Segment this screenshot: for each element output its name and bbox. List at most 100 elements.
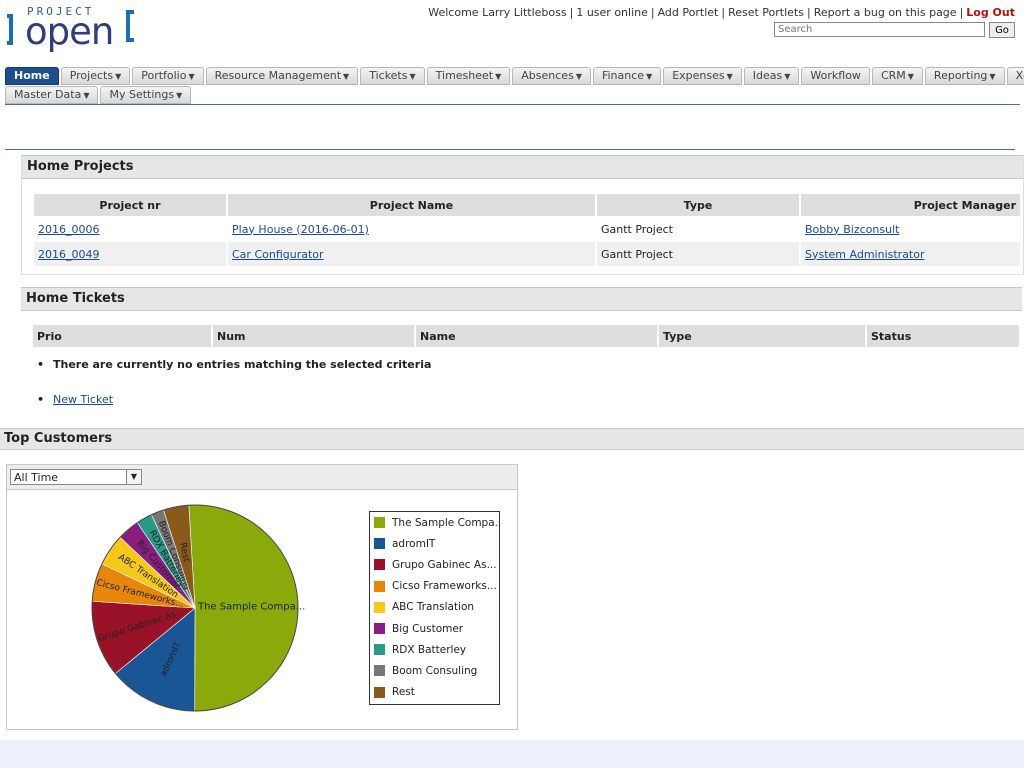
tab-expenses[interactable]: Expenses ▼ — [663, 67, 742, 85]
pie-slice-label: Rest — [177, 542, 191, 564]
project-manager-link[interactable]: Bobby Bizconsult — [805, 222, 900, 236]
pie-slice-label: The Sample Compa... — [197, 601, 305, 612]
legend-item[interactable]: RDX Batterley — [370, 639, 499, 660]
tab-finance[interactable]: Finance ▼ — [592, 67, 662, 85]
legend-swatch — [374, 623, 385, 635]
legend-swatch — [374, 601, 385, 613]
legend-label: The Sample Compa... — [392, 516, 499, 529]
chevron-down-icon: ▼ — [784, 72, 791, 81]
project-manager-link[interactable]: System Administrator — [805, 247, 925, 261]
logo-right-bracket — [126, 10, 134, 42]
tab-timesheet[interactable]: Timesheet ▼ — [426, 67, 511, 85]
search-go-button[interactable]: Go — [989, 22, 1015, 38]
new-ticket-link[interactable]: New Ticket — [53, 393, 114, 406]
reset-portlets-link[interactable]: Reset Portlets — [728, 6, 804, 19]
tab-label: Tickets — [369, 69, 408, 82]
project-nr-link[interactable]: 2016_0006 — [38, 222, 100, 236]
home-projects-table: Project nr Project Name Type Project Man… — [32, 193, 1022, 267]
nav-row-2: Master Data ▼ My Settings ▼ — [5, 86, 1020, 104]
legend-swatch — [374, 559, 385, 571]
legend-swatch — [374, 644, 385, 656]
report-bug-link[interactable]: Report a bug on this page — [813, 6, 957, 19]
users-online-text: 1 user online — [576, 6, 648, 19]
legend-swatch — [374, 538, 385, 550]
tab-home[interactable]: Home — [5, 67, 59, 85]
project-name-link[interactable]: Play House (2016-06-01) — [232, 222, 369, 236]
welcome-text: Welcome Larry Littleboss — [428, 6, 567, 19]
tab-absences[interactable]: Absences ▼ — [512, 67, 591, 85]
logo-small-text: PROJECT — [27, 5, 95, 18]
home-tickets-table: Prio Num Name Type Status — [31, 324, 1021, 348]
tab-reporting[interactable]: Reporting ▼ — [924, 67, 1005, 85]
logo-left-bracket — [7, 14, 13, 45]
chevron-down-icon: ▼ — [343, 72, 350, 81]
legend-item[interactable]: Boom Consuling — [370, 660, 499, 681]
chart-toolbar: All Time ▼ — [7, 465, 517, 490]
legend-swatch — [374, 517, 385, 529]
tab-label: XoWiki — [1015, 69, 1024, 82]
legend-item[interactable]: Rest — [370, 682, 499, 703]
chevron-down-icon: ▼ — [176, 91, 183, 100]
col-prio: Prio — [33, 325, 211, 347]
col-status: Status — [867, 325, 1019, 347]
chart-legend: The Sample Compa... adromIT Grupo Gabinec … — [369, 511, 500, 705]
tab-label: Projects — [69, 69, 114, 82]
tab-crm[interactable]: CRM ▼ — [871, 67, 923, 85]
nav-row-1: Home Projects ▼ Portfolio ▼ Resource Manageme… — [5, 67, 1024, 85]
tab-tickets[interactable]: Tickets ▼ — [360, 67, 425, 85]
tab-label: Ideas — [752, 69, 783, 82]
tab-portfolio[interactable]: Portfolio ▼ — [132, 67, 204, 85]
col-name: Name — [416, 325, 657, 347]
period-select[interactable]: All Time ▼ — [10, 469, 142, 485]
chevron-down-icon: ▼ — [83, 91, 90, 100]
tab-master-data[interactable]: Master Data ▼ — [5, 86, 99, 104]
chevron-down-icon[interactable]: ▼ — [126, 470, 141, 484]
logout-link[interactable]: Log Out — [966, 6, 1015, 19]
col-project-manager: Project Manager — [801, 194, 1020, 216]
project-nr-link[interactable]: 2016_0049 — [38, 247, 100, 261]
new-ticket-item: • New Ticket — [37, 393, 114, 406]
col-project-name: Project Name — [228, 194, 595, 216]
top-links: Welcome Larry Littleboss | 1 user online | A… — [428, 6, 1015, 19]
chevron-down-icon: ▼ — [188, 72, 195, 81]
tab-label: Absences — [521, 69, 574, 82]
add-portlet-link[interactable]: Add Portlet — [657, 6, 719, 19]
search-input[interactable] — [774, 22, 985, 37]
project-name-link[interactable]: Car Configurator — [232, 247, 324, 261]
home-projects-portlet: Home Projects Project nr Project Name Ty… — [21, 155, 1024, 275]
tab-label: Workflow — [810, 69, 861, 82]
legend-label: Grupo Gabinec As... — [392, 558, 497, 571]
legend-label: Cicso Frameworks... — [392, 580, 497, 593]
chevron-down-icon: ▼ — [115, 72, 122, 81]
legend-label: RDX Batterley — [392, 643, 467, 656]
nav-divider — [5, 104, 1020, 105]
col-type: Type — [659, 325, 865, 347]
chevron-down-icon: ▼ — [907, 72, 914, 81]
logo-big-text: open — [25, 10, 114, 53]
chevron-down-icon: ▼ — [409, 72, 416, 81]
tab-label: CRM — [880, 69, 906, 82]
tab-resource-management[interactable]: Resource Management ▼ — [205, 67, 359, 85]
legend-item[interactable]: adromIT — [370, 533, 499, 554]
tab-my-settings[interactable]: My Settings ▼ — [100, 86, 192, 104]
empty-message: • There are currently no entries matching… — [37, 358, 432, 371]
legend-swatch — [374, 686, 385, 698]
project-open-logo[interactable]: PROJECT open — [7, 4, 142, 54]
home-tickets-title: Home Tickets — [21, 287, 1022, 311]
home-projects-title: Home Projects — [22, 155, 1023, 179]
legend-item[interactable]: ABC Translation — [370, 597, 499, 618]
tab-xowiki[interactable]: XoWiki — [1006, 67, 1024, 85]
legend-item[interactable]: Cicso Frameworks... — [370, 576, 499, 597]
legend-swatch — [374, 665, 385, 677]
legend-item[interactable]: Big Customer — [370, 618, 499, 639]
chevron-down-icon: ▼ — [989, 72, 996, 81]
pie-outline — [91, 504, 299, 712]
legend-label: ABC Translation — [392, 601, 475, 614]
legend-item[interactable]: The Sample Compa... — [370, 512, 499, 533]
footer-band — [0, 740, 1024, 768]
tab-projects[interactable]: Projects ▼ — [60, 67, 131, 85]
tab-workflow[interactable]: Workflow — [801, 67, 870, 85]
tab-ideas[interactable]: Ideas ▼ — [743, 67, 800, 85]
legend-item[interactable]: Grupo Gabinec As... — [370, 554, 499, 575]
